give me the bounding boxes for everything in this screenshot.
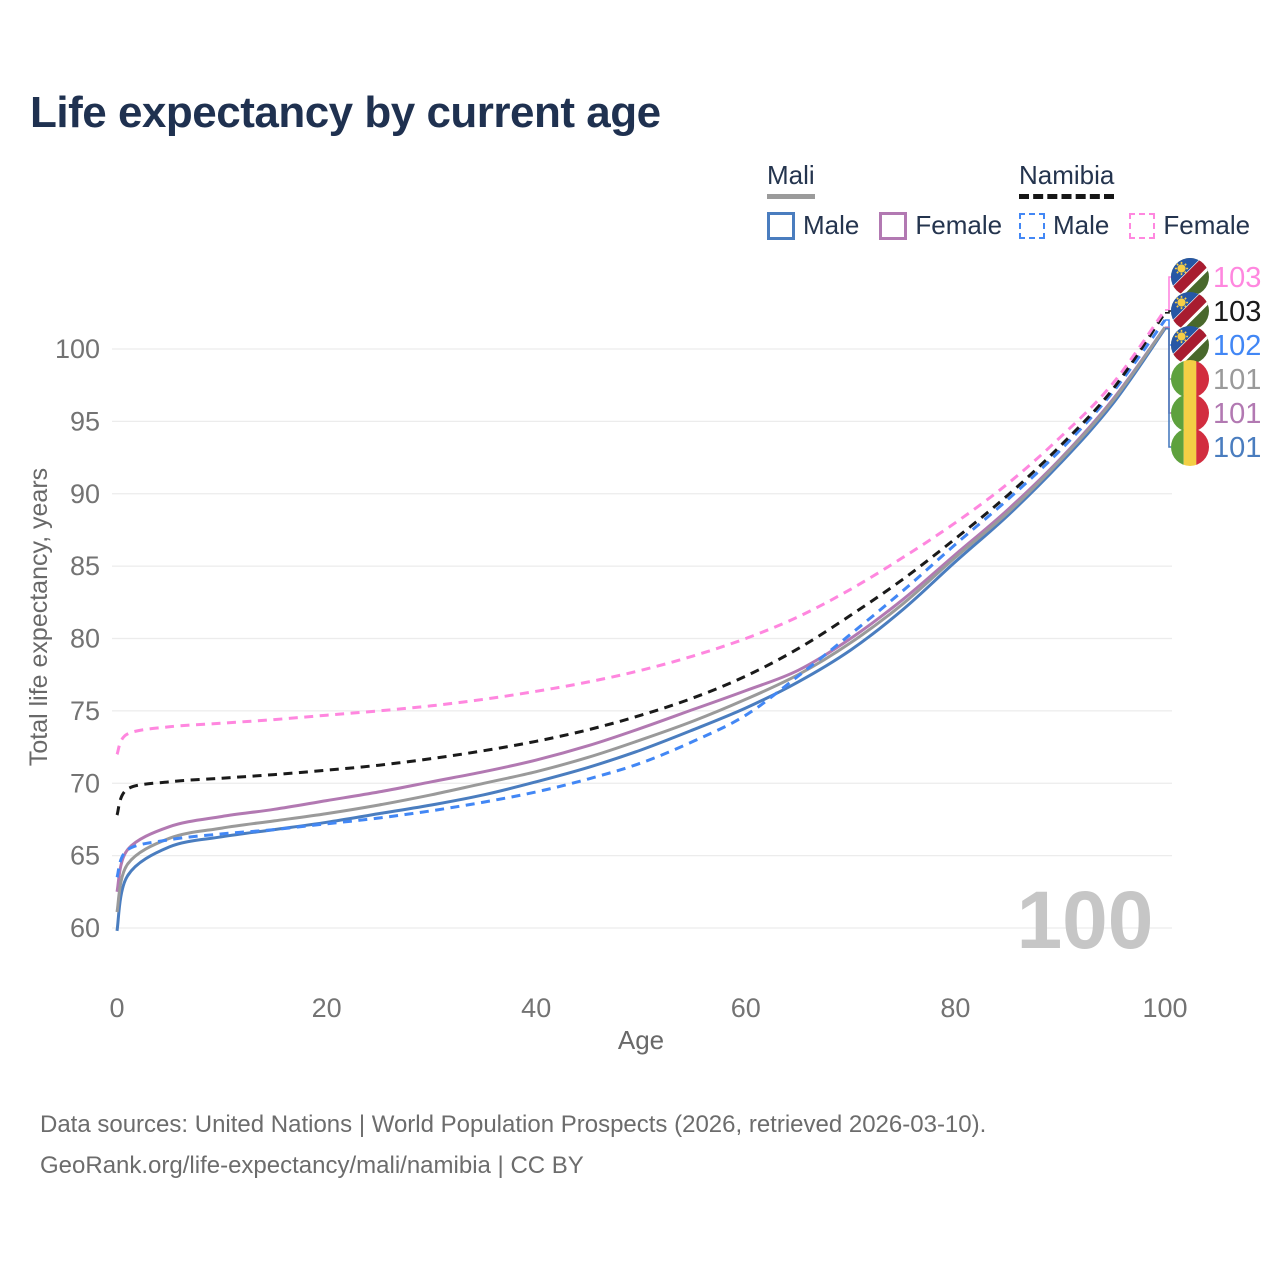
- end-connector: [1165, 319, 1171, 346]
- end-connector: [1165, 326, 1171, 380]
- end-connector: [1165, 276, 1171, 311]
- y-tick-label: 85: [70, 551, 100, 581]
- y-tick-label: 90: [70, 479, 100, 509]
- x-tick-label: 100: [1142, 993, 1187, 1023]
- series-line-mali-female: [115, 326, 1167, 893]
- mali-flag-icon: [1171, 428, 1209, 466]
- series-line-namibia-female: [115, 309, 1167, 755]
- namibia-flag-icon: [1171, 258, 1209, 296]
- page-title: Life expectancy by current age: [30, 88, 661, 137]
- namibia-flag-icon: [1171, 326, 1209, 364]
- legend-label-namibia-female: Female: [1163, 210, 1251, 240]
- legend-row-namibia: Male Female: [1019, 210, 1270, 241]
- x-tick-label: 0: [109, 993, 124, 1023]
- series-line-mali: [115, 326, 1167, 913]
- namibia-flag-icon: [1171, 292, 1209, 330]
- legend-group-mali: Mali Male Female: [767, 160, 1022, 241]
- end-connector: [1165, 327, 1171, 448]
- y-axis-title: Total life expectancy, years: [25, 468, 53, 766]
- series-line-mali-male: [115, 327, 1167, 932]
- legend-item-mali-male[interactable]: Male: [767, 210, 859, 241]
- x-tick-label: 40: [521, 993, 551, 1023]
- end-label-mali-female: 101: [1213, 398, 1261, 430]
- legend-item-namibia-female[interactable]: Female: [1129, 210, 1250, 241]
- y-tick-label: 95: [70, 406, 100, 436]
- series-line-namibia: [115, 311, 1167, 816]
- legend-item-namibia-male[interactable]: Male: [1019, 210, 1109, 241]
- x-tick-label: 20: [312, 993, 342, 1023]
- end-label-namibia: 103: [1213, 296, 1261, 328]
- end-label-namibia-male: 102: [1213, 330, 1261, 362]
- age-watermark: 100: [1017, 875, 1154, 966]
- series-line-namibia-male: [115, 319, 1167, 878]
- data-sources-text: Data sources: United Nations | World Pop…: [40, 1111, 987, 1138]
- end-label-namibia-female: 103: [1213, 262, 1261, 294]
- y-tick-label: 65: [70, 841, 100, 871]
- series-lines: [115, 309, 1167, 932]
- attribution-text: GeoRank.org/life-expectancy/mali/namibia…: [40, 1152, 584, 1179]
- y-tick-label: 60: [70, 913, 100, 943]
- legend-label-mali-male: Male: [803, 210, 860, 240]
- y-tick-label: 75: [70, 696, 100, 726]
- legend-row-mali: Male Female: [767, 210, 1022, 241]
- mali-female-swatch-icon[interactable]: [879, 211, 908, 240]
- end-connector: [1165, 310, 1171, 314]
- y-tick-label: 80: [70, 624, 100, 654]
- mali-male-swatch-icon[interactable]: [767, 211, 795, 240]
- x-tick-label: 60: [731, 993, 761, 1023]
- legend-country-namibia: Namibia: [1019, 160, 1115, 199]
- legend-group-namibia: Namibia Male Female: [1019, 160, 1270, 241]
- end-label-mali: 101: [1213, 364, 1261, 396]
- legend-label-mali-female: Female: [915, 210, 1003, 240]
- legend-item-mali-female[interactable]: Female: [879, 210, 1002, 241]
- legend-label-namibia-male: Male: [1053, 210, 1110, 240]
- x-axis: 0 20 40 60 80 100 Age: [109, 993, 1187, 1055]
- y-tick-label: 100: [55, 334, 100, 364]
- y-tick-label: 70: [70, 768, 100, 798]
- end-connector: [1165, 326, 1171, 414]
- y-axis-grid: 60 65 70 75 80 85 90 95 100: [55, 334, 1172, 943]
- mali-flag-icon: [1171, 360, 1209, 398]
- namibia-male-swatch-icon[interactable]: [1019, 212, 1045, 239]
- namibia-female-swatch-icon[interactable]: [1129, 212, 1156, 239]
- x-tick-label: 80: [940, 993, 970, 1023]
- mali-flag-icon: [1171, 394, 1209, 432]
- x-axis-title: Age: [618, 1025, 664, 1055]
- legend-country-mali: Mali: [767, 160, 815, 199]
- chart-footer: Data sources: United Nations | World Pop…: [40, 1104, 986, 1186]
- end-label-mali-male: 101: [1213, 432, 1261, 464]
